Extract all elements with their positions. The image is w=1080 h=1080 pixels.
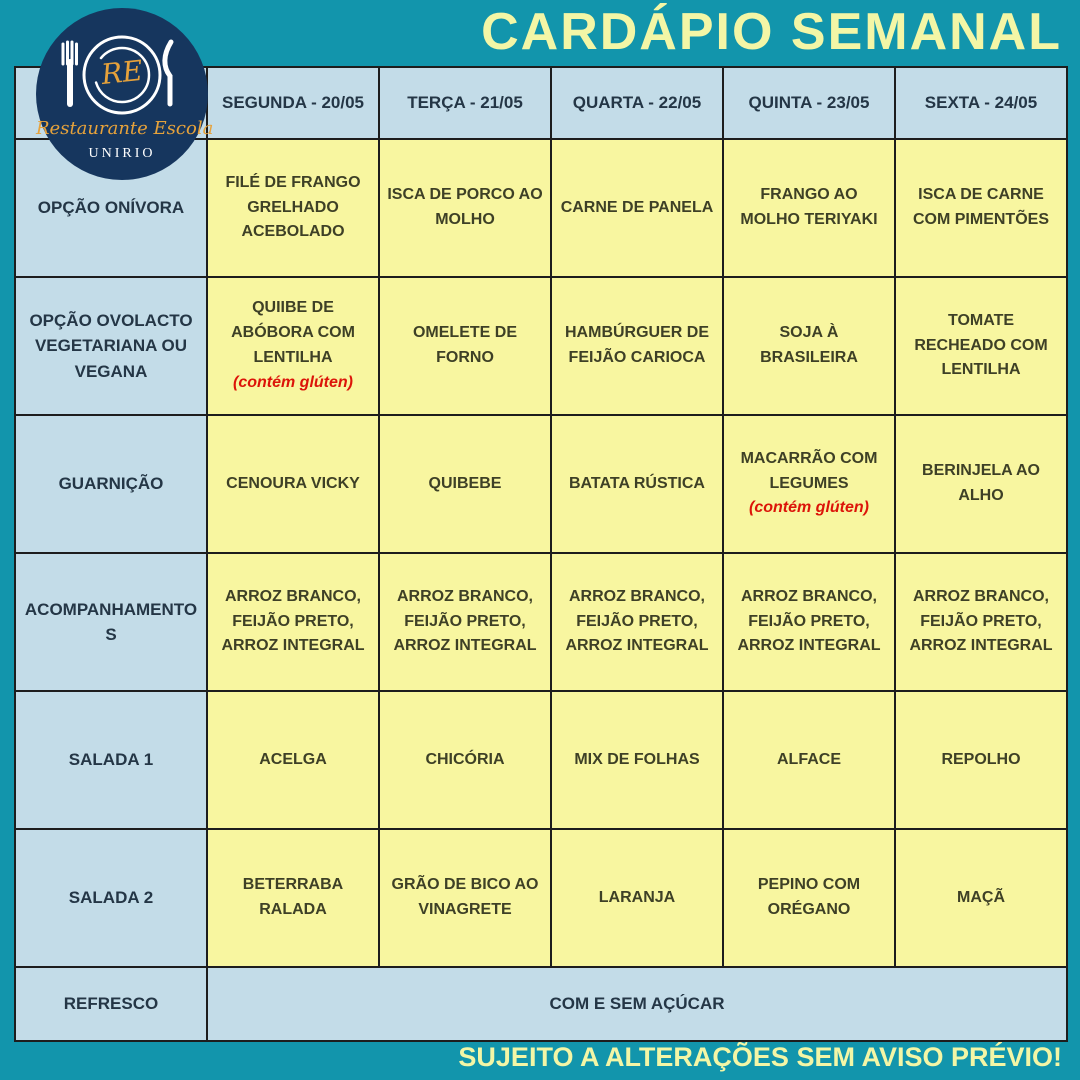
dish-text: GRÃO DE BICO AO VINAGRETE bbox=[391, 876, 539, 918]
page-title: CARDÁPIO SEMANAL bbox=[481, 3, 1062, 61]
dish-text: HAMBÚRGUER DE FEIJÃO CARIOCA bbox=[565, 324, 709, 366]
dish-text: ARROZ BRANCO, FEIJÃO PRETO, ARROZ INTEGR… bbox=[565, 587, 709, 655]
dish-text: BETERRABA RALADA bbox=[242, 876, 344, 918]
dish-text: ARROZ BRANCO, FEIJÃO PRETO, ARROZ INTEGR… bbox=[393, 587, 537, 655]
fork-plate-knife-icon bbox=[61, 35, 174, 115]
menu-cell: ISCA DE PORCO AO MOLHO bbox=[378, 138, 552, 278]
dish-text: FRANGO AO MOLHO TERIYAKI bbox=[740, 186, 878, 228]
row-label: REFRESCO bbox=[14, 966, 208, 1042]
dish-text: BERINJELA AO ALHO bbox=[922, 462, 1040, 504]
menu-cell: GRÃO DE BICO AO VINAGRETE bbox=[378, 828, 552, 968]
menu-cell: REPOLHO bbox=[894, 690, 1068, 830]
menu-cell: ISCA DE CARNE COM PIMENTÕES bbox=[894, 138, 1068, 278]
menu-cell: FRANGO AO MOLHO TERIYAKI bbox=[722, 138, 896, 278]
dish-text: QUIIBE DE ABÓBORA COM LENTILHA bbox=[231, 299, 355, 366]
menu-cell: BETERRABA RALADA bbox=[206, 828, 380, 968]
dish-text: MACARRÃO COM LEGUMES bbox=[740, 449, 878, 492]
row-refresco: REFRESCO COM E SEM AÇÚCAR bbox=[14, 966, 1068, 1042]
dish-text: CENOURA VICKY bbox=[226, 474, 360, 492]
row-opcao-onivora: OPÇÃO ONÍVORA FILÉ DE FRANGO GRELHADO AC… bbox=[14, 138, 1068, 278]
dish-text: ACELGA bbox=[259, 750, 327, 768]
refresco-merged-cell: COM E SEM AÇÚCAR bbox=[206, 966, 1068, 1042]
dish-text: FILÉ DE FRANGO GRELHADO ACEBOLADO bbox=[225, 173, 361, 241]
dish-text: ARROZ BRANCO, FEIJÃO PRETO, ARROZ INTEGR… bbox=[909, 587, 1053, 655]
menu-cell: MACARRÃO COM LEGUMES (contém glúten) bbox=[722, 414, 896, 554]
dish-text: ARROZ BRANCO, FEIJÃO PRETO, ARROZ INTEGR… bbox=[737, 587, 881, 655]
menu-cell: CENOURA VICKY bbox=[206, 414, 380, 554]
row-salada-2: SALADA 2 BETERRABA RALADA GRÃO DE BICO A… bbox=[14, 828, 1068, 968]
logo-university-name: UNIRIO bbox=[88, 146, 156, 161]
menu-cell: PEPINO COM ORÉGANO bbox=[722, 828, 896, 968]
day-header-friday: SEXTA - 24/05 bbox=[894, 66, 1068, 140]
dish-text: ISCA DE CARNE COM PIMENTÕES bbox=[912, 186, 1049, 228]
row-salada-1: SALADA 1 ACELGA CHICÓRIA MIX DE FOLHAS A… bbox=[14, 690, 1068, 830]
menu-table: SEGUNDA - 20/05 TERÇA - 21/05 QUARTA - 2… bbox=[14, 66, 1068, 1042]
menu-cell: MAÇÃ bbox=[894, 828, 1068, 968]
menu-cell: MIX DE FOLHAS bbox=[550, 690, 724, 830]
day-header-tuesday: TERÇA - 21/05 bbox=[378, 66, 552, 140]
day-header-thursday: QUINTA - 23/05 bbox=[722, 66, 896, 140]
menu-cell: ARROZ BRANCO, FEIJÃO PRETO, ARROZ INTEGR… bbox=[550, 552, 724, 692]
logo-restaurant-name: Restaurante Escola bbox=[36, 118, 214, 139]
menu-cell: HAMBÚRGUER DE FEIJÃO CARIOCA bbox=[550, 276, 724, 416]
dish-text: CHICÓRIA bbox=[425, 750, 505, 768]
dish-text: ISCA DE PORCO AO MOLHO bbox=[387, 186, 543, 228]
menu-cell: ARROZ BRANCO, FEIJÃO PRETO, ARROZ INTEGR… bbox=[722, 552, 896, 692]
row-opcao-ovolacto: OPÇÃO OVOLACTO VEGETARIANA OU VEGANA QUI… bbox=[14, 276, 1068, 416]
menu-cell: TOMATE RECHEADO COM LENTILHA bbox=[894, 276, 1068, 416]
dish-text: ARROZ BRANCO, FEIJÃO PRETO, ARROZ INTEGR… bbox=[221, 587, 365, 655]
menu-cell: QUIIBE DE ABÓBORA COM LENTILHA (contém gl… bbox=[206, 276, 380, 416]
dish-text: PEPINO COM ORÉGANO bbox=[757, 876, 861, 918]
menu-cell: ALFACE bbox=[722, 690, 896, 830]
menu-cell: ARROZ BRANCO, FEIJÃO PRETO, ARROZ INTEGR… bbox=[206, 552, 380, 692]
dish-text: MIX DE FOLHAS bbox=[574, 750, 700, 768]
menu-cell: QUIBEBE bbox=[378, 414, 552, 554]
dish-text: BATATA RÚSTICA bbox=[569, 474, 705, 492]
row-label: ACOMPANHAMENTOS bbox=[14, 552, 208, 692]
restaurant-logo: RE Restaurante Escola UNIRIO bbox=[36, 8, 214, 180]
row-label: SALADA 1 bbox=[14, 690, 208, 830]
row-acompanhamentos: ACOMPANHAMENTOS ARROZ BRANCO, FEIJÃO PRE… bbox=[14, 552, 1068, 692]
row-guarnicao: GUARNIÇÃO CENOURA VICKY QUIBEBE BATATA R… bbox=[14, 414, 1068, 554]
menu-cell: LARANJA bbox=[550, 828, 724, 968]
menu-cell: ACELGA bbox=[206, 690, 380, 830]
menu-cell: CHICÓRIA bbox=[378, 690, 552, 830]
menu-cell: ARROZ BRANCO, FEIJÃO PRETO, ARROZ INTEGR… bbox=[378, 552, 552, 692]
menu-cell: BERINJELA AO ALHO bbox=[894, 414, 1068, 554]
dish-text: REPOLHO bbox=[941, 750, 1021, 768]
footer-disclaimer: SUJEITO A ALTERAÇÕES SEM AVISO PRÉVIO! bbox=[458, 1042, 1062, 1072]
menu-cell: ARROZ BRANCO, FEIJÃO PRETO, ARROZ INTEGR… bbox=[894, 552, 1068, 692]
day-header-wednesday: QUARTA - 22/05 bbox=[550, 66, 724, 140]
dish-text: QUIBEBE bbox=[428, 474, 502, 492]
dish-text: MAÇÃ bbox=[957, 888, 1005, 906]
row-label: SALADA 2 bbox=[14, 828, 208, 968]
row-label: GUARNIÇÃO bbox=[14, 414, 208, 554]
menu-cell: CARNE DE PANELA bbox=[550, 138, 724, 278]
row-label: OPÇÃO OVOLACTO VEGETARIANA OU VEGANA bbox=[14, 276, 208, 416]
dish-text: OMELETE DE FORNO bbox=[412, 324, 517, 366]
dish-text: TOMATE RECHEADO COM LENTILHA bbox=[914, 311, 1048, 379]
menu-cell: SOJA À BRASILEIRA bbox=[722, 276, 896, 416]
menu-cell: FILÉ DE FRANGO GRELHADO ACEBOLADO bbox=[206, 138, 380, 278]
day-header-monday: SEGUNDA - 20/05 bbox=[206, 66, 380, 140]
menu-cell: OMELETE DE FORNO bbox=[378, 276, 552, 416]
dish-text: ALFACE bbox=[777, 750, 841, 768]
menu-cell: BATATA RÚSTICA bbox=[550, 414, 724, 554]
gluten-note: (contém glúten) bbox=[749, 499, 869, 517]
dish-text: CARNE DE PANELA bbox=[560, 198, 714, 216]
gluten-note: (contém glúten) bbox=[233, 373, 353, 391]
dish-text: SOJA À BRASILEIRA bbox=[760, 324, 858, 366]
dish-text: LARANJA bbox=[598, 888, 676, 906]
